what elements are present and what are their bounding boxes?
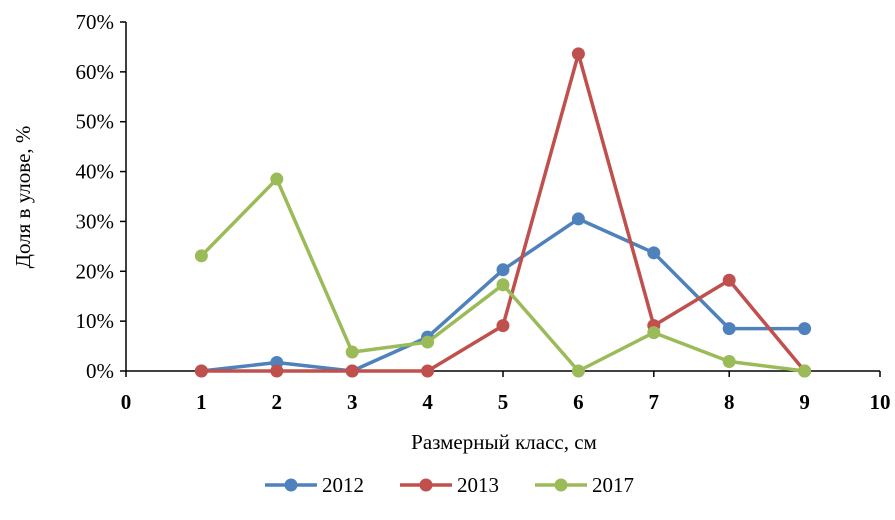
data-point xyxy=(722,355,736,369)
y-tick-label: 20% xyxy=(76,259,115,283)
legend-marker xyxy=(419,478,433,492)
x-axis-ticks: 0 1 2 3 4 5 6 7 8 9 10 xyxy=(121,371,891,414)
series-line xyxy=(201,217,805,373)
y-tick-label: 50% xyxy=(76,110,115,134)
legend-item: 2013 xyxy=(400,473,499,497)
y-axis-title: Доля в улове, % xyxy=(11,126,35,269)
data-point xyxy=(798,322,812,336)
data-point xyxy=(345,364,359,378)
legend-label: 2017 xyxy=(592,473,634,497)
data-point xyxy=(571,212,585,226)
x-tick-label: 0 xyxy=(121,390,132,414)
data-point xyxy=(345,345,359,359)
x-tick-label: 3 xyxy=(347,390,358,414)
data-point xyxy=(722,322,736,336)
x-axis-title: Размерный класс, см xyxy=(411,430,597,454)
data-point xyxy=(571,47,585,61)
series-2017 xyxy=(194,172,812,378)
x-tick-label: 2 xyxy=(272,390,283,414)
data-point xyxy=(798,364,812,378)
data-point xyxy=(571,364,585,378)
x-tick-label: 4 xyxy=(422,390,433,414)
data-point xyxy=(194,249,208,263)
y-tick-label: 60% xyxy=(76,60,115,84)
y-axis-ticks: 0% 10% 20% 30% 40% 50% 60% 70% xyxy=(76,10,126,383)
y-tick-label: 10% xyxy=(76,309,115,333)
x-tick-label: 10 xyxy=(870,390,891,414)
series-layer xyxy=(194,47,812,378)
legend-marker xyxy=(554,478,568,492)
legend-label: 2012 xyxy=(322,473,364,497)
data-point xyxy=(270,364,284,378)
data-point xyxy=(496,263,510,277)
legend-item: 2012 xyxy=(265,473,364,497)
data-point xyxy=(722,273,736,287)
y-tick-label: 0% xyxy=(86,359,114,383)
data-point xyxy=(421,364,435,378)
data-point xyxy=(270,172,284,186)
y-tick-label: 70% xyxy=(76,10,115,34)
x-tick-label: 9 xyxy=(799,390,810,414)
y-tick-label: 40% xyxy=(76,160,115,184)
data-point xyxy=(647,246,661,260)
series-2013 xyxy=(194,47,812,378)
x-tick-label: 6 xyxy=(573,390,584,414)
x-tick-label: 1 xyxy=(196,390,207,414)
series-2012 xyxy=(194,212,812,378)
legend-item: 2017 xyxy=(535,473,634,497)
data-point xyxy=(194,364,208,378)
x-tick-label: 7 xyxy=(649,390,660,414)
x-tick-label: 8 xyxy=(724,390,735,414)
data-point xyxy=(496,319,510,333)
legend-marker xyxy=(284,478,298,492)
legend: 2012 2013 2017 xyxy=(265,473,634,497)
data-point xyxy=(496,278,510,292)
legend-label: 2013 xyxy=(457,473,499,497)
data-point xyxy=(647,326,661,340)
data-point xyxy=(421,335,435,349)
x-tick-label: 5 xyxy=(498,390,509,414)
y-tick-label: 30% xyxy=(76,209,115,233)
